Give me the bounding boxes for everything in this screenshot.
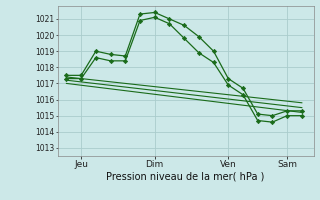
X-axis label: Pression niveau de la mer( hPa ): Pression niveau de la mer( hPa ) — [107, 172, 265, 182]
